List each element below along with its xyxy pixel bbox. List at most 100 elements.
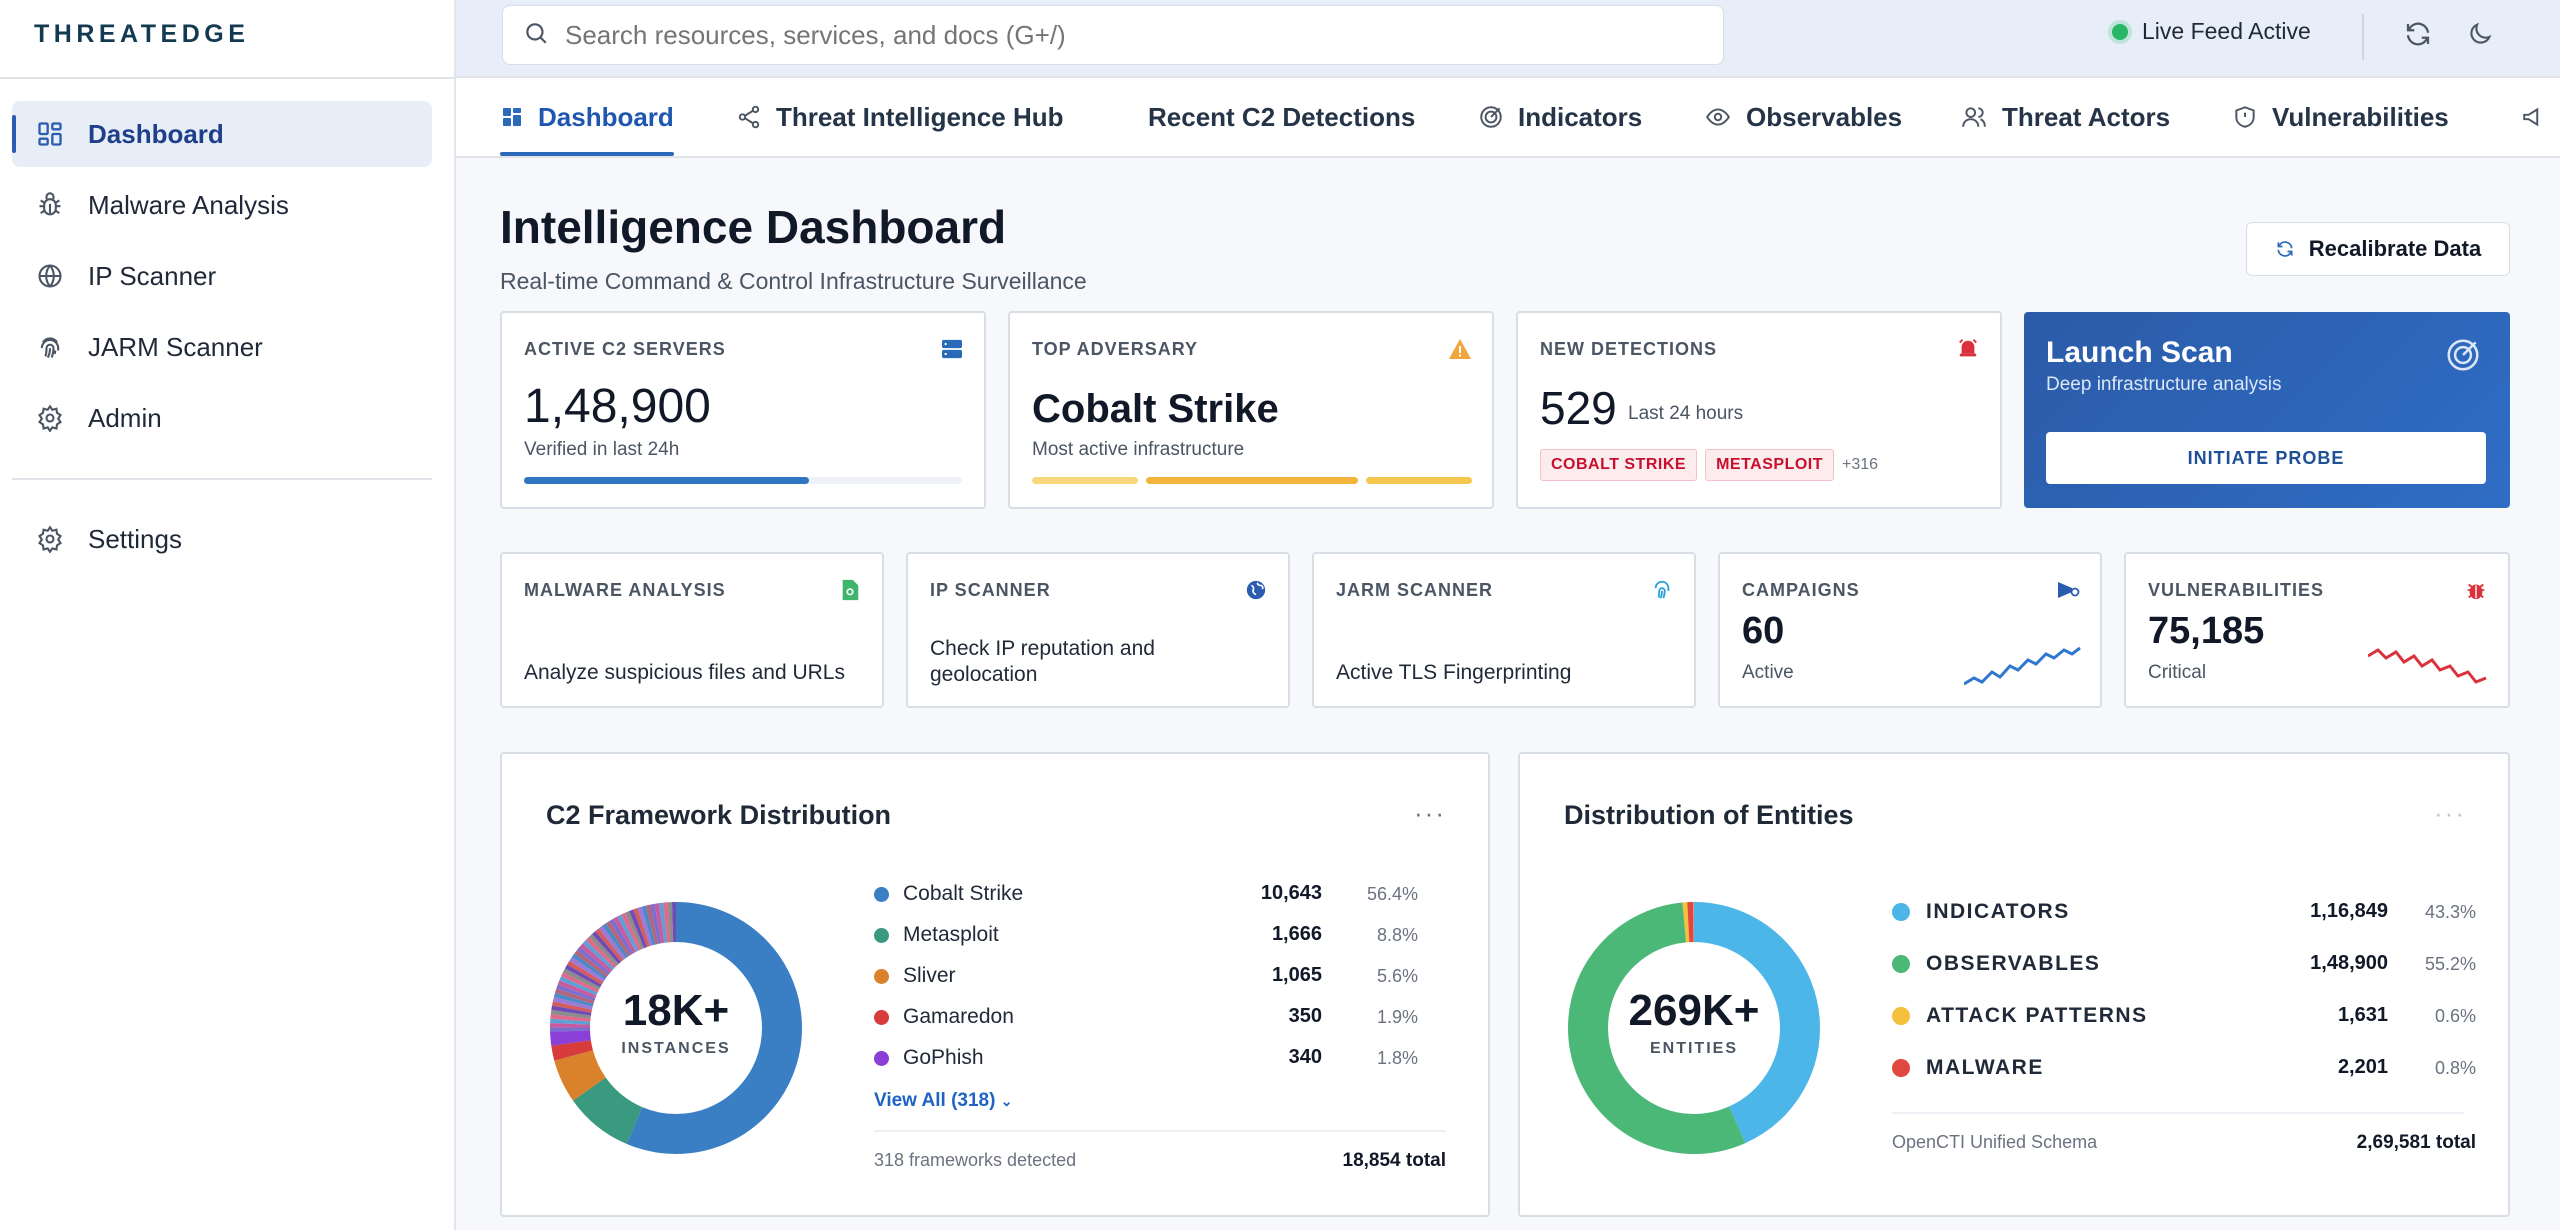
ip-scanner-card[interactable]: IP SCANNER Check IP reputation and geolo… [906, 552, 1290, 708]
panel-footer-left: OpenCTI Unified Schema [1892, 1132, 2098, 1152]
legend-item[interactable]: MALWARE [1892, 1056, 2044, 1080]
active-c2-card[interactable]: ACTIVE C2 SERVERS 1,48,900 Verified in l… [500, 311, 986, 509]
card-value: 75,185 [2148, 610, 2265, 652]
more-menu-button[interactable]: ··· [1414, 798, 1446, 828]
detection-tag[interactable]: COBALT STRIKE [1540, 449, 1698, 481]
card-label: ACTIVE C2 SERVERS [524, 339, 726, 359]
search-icon [523, 20, 549, 51]
tab-threat-intelligence-hub[interactable]: Threat Intelligence Hub [736, 78, 1064, 156]
sidebar-item-admin[interactable]: Admin [12, 385, 432, 451]
theme-toggle-button[interactable] [2462, 16, 2498, 52]
sidebar-item-malware-analysis[interactable]: Malware Analysis [12, 172, 432, 238]
dashboard-icon [34, 118, 66, 150]
sidebar-item-dashboard[interactable]: Dashboard [12, 101, 432, 167]
brand-logo[interactable]: THREATEDGE [34, 20, 250, 48]
campaigns-sparkline [1964, 646, 2081, 686]
recalibrate-button[interactable]: Recalibrate Data [2246, 222, 2510, 276]
legend-dot [874, 927, 889, 943]
entities-donut-chart [1568, 902, 1820, 1154]
tab-overflow[interactable] [2520, 78, 2560, 156]
more-tags-count[interactable]: +316 [1842, 456, 1879, 473]
severity-segment [1366, 477, 1472, 484]
entities-panel: Distribution of Entities ··· 269K+ ENTIT… [1518, 752, 2510, 1217]
file-icon [838, 578, 862, 602]
more-menu-button[interactable]: ··· [2434, 798, 2466, 828]
sidebar-item-settings[interactable]: Settings [12, 506, 432, 572]
card-label: VULNERABILITIES [2148, 580, 2325, 600]
sidebar-divider [12, 478, 432, 480]
legend-percent: 43.3% [2424, 902, 2476, 922]
legend-label: ATTACK PATTERNS [1926, 1004, 2148, 1027]
donut-slice[interactable] [550, 902, 802, 1154]
legend-item[interactable]: Gamaredon [874, 1005, 1014, 1029]
search-input[interactable] [565, 19, 1665, 51]
refresh-icon [2275, 239, 2295, 259]
tab-vulnerabilities[interactable]: Vulnerabilities [2232, 78, 2449, 156]
card-sub: Critical [2148, 662, 2207, 683]
tab-indicators[interactable]: Indicators [1478, 78, 1642, 156]
donut-center: 18K+ INSTANCES [596, 986, 756, 1058]
sidebar-item-label: Dashboard [88, 118, 224, 149]
legend-item[interactable]: Metasploit [874, 923, 999, 947]
tab-recent-c2-detections[interactable]: Recent C2 Detections [1148, 78, 1415, 156]
live-feed-status: Live Feed Active [2112, 18, 2311, 45]
legend-item[interactable]: INDICATORS [1892, 900, 2070, 924]
donut-slice[interactable] [550, 902, 802, 1154]
donut-slice[interactable] [1568, 902, 1820, 1154]
legend-item[interactable]: GoPhish [874, 1046, 984, 1070]
donut-center-value: 18K+ [622, 986, 730, 1035]
card-value: 1,48,900 [524, 380, 711, 433]
eye-icon [1704, 104, 1732, 130]
launch-subtitle: Deep infrastructure analysis [2046, 374, 2282, 395]
card-label: MALWARE ANALYSIS [524, 580, 726, 600]
page-subtitle: Real-time Command & Control Infrastructu… [500, 268, 1087, 294]
tab-label: Threat Actors [2002, 101, 2171, 132]
sidebar-item-ip-scanner[interactable]: IP Scanner [12, 243, 432, 309]
megaphone-icon [2520, 104, 2548, 130]
legend-dot [874, 886, 889, 902]
legend-item[interactable]: ATTACK PATTERNS [1892, 1004, 2148, 1028]
legend-item[interactable]: Sliver [874, 964, 956, 988]
tab-label: Observables [1746, 101, 1903, 132]
tab-dashboard[interactable]: Dashboard [500, 78, 674, 156]
sidebar-item-jarm-scanner[interactable]: JARM Scanner [12, 314, 432, 380]
top-bar: Live Feed Active [456, 0, 2560, 78]
vulnerabilities-card[interactable]: VULNERABILITIES 75,185 Critical [2124, 552, 2510, 708]
legend-dot [1892, 903, 1910, 921]
donut-slice[interactable] [1568, 902, 1820, 1154]
tab-label: Dashboard [538, 101, 674, 132]
view-all-link[interactable]: View All (318) ⌄ [874, 1090, 1012, 1112]
legend-label: OBSERVABLES [1926, 952, 2101, 975]
sidebar-item-label: IP Scanner [88, 260, 217, 291]
legend-value: 1,48,900 [2310, 952, 2388, 974]
tab-threat-actors[interactable]: Threat Actors [1960, 78, 2170, 156]
card-label: TOP ADVERSARY [1032, 339, 1199, 359]
topbar-divider [2362, 14, 2364, 60]
legend-percent: 55.2% [2424, 954, 2476, 974]
sidebar-item-label: Admin [88, 402, 162, 433]
legend-label: GoPhish [903, 1046, 984, 1069]
globe-icon [1244, 578, 1268, 602]
card-value: 529 [1540, 382, 1617, 434]
card-text: Active TLS Fingerprinting [1336, 661, 1572, 684]
recalibrate-label: Recalibrate Data [2308, 236, 2482, 261]
top-adversary-card[interactable]: TOP ADVERSARY Cobalt Strike Most active … [1008, 311, 1494, 509]
card-value: Cobalt Strike [1032, 387, 1279, 431]
share-icon [736, 104, 762, 130]
legend-item[interactable]: OBSERVABLES [1892, 952, 2100, 976]
legend-percent: 0.8% [2434, 1058, 2476, 1078]
jarm-scanner-card[interactable]: JARM SCANNER Active TLS Fingerprinting [1312, 552, 1696, 708]
tab-observables[interactable]: Observables [1704, 78, 1902, 156]
legend-dot [1892, 955, 1910, 973]
initiate-probe-button[interactable]: INITIATE PROBE [2046, 432, 2486, 484]
refresh-icon [2406, 22, 2430, 46]
panel-footer-divider [1892, 1112, 2464, 1114]
campaigns-card[interactable]: CAMPAIGNS 60 Active [1718, 552, 2102, 708]
legend-label: Gamaredon [903, 1005, 1014, 1028]
legend-item[interactable]: Cobalt Strike [874, 882, 1023, 906]
new-detections-card[interactable]: NEW DETECTIONS 529 Last 24 hours COBALT … [1516, 311, 2002, 509]
detection-tag[interactable]: METASPLOIT [1705, 449, 1835, 481]
refresh-button[interactable] [2400, 16, 2436, 52]
malware-analysis-card[interactable]: MALWARE ANALYSIS Analyze suspicious file… [500, 552, 884, 708]
search-box[interactable] [502, 5, 1724, 65]
